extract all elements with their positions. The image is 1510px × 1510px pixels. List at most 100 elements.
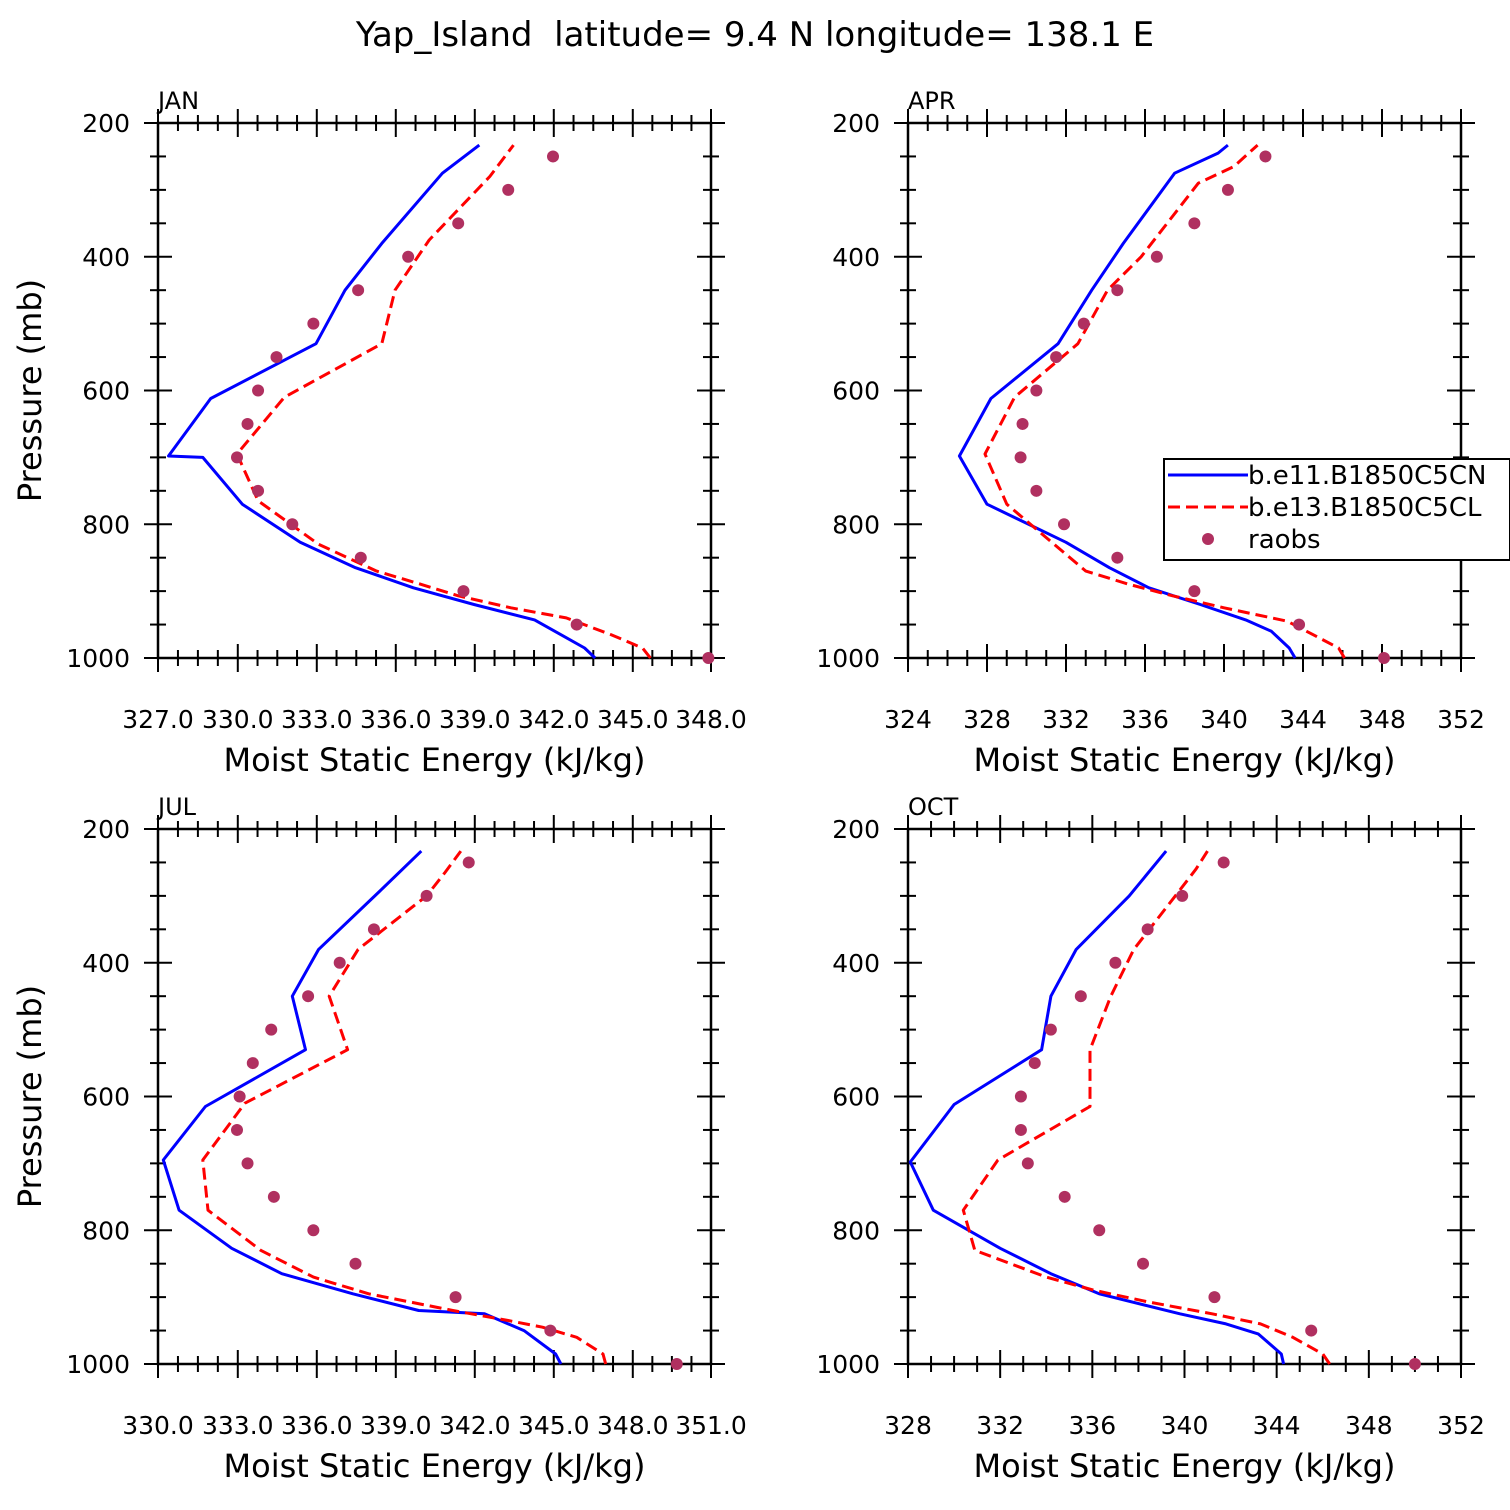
panel-title: APR — [908, 87, 956, 115]
x-tick-label: 345.0 — [518, 1411, 590, 1440]
x-tick-label: 336 — [1068, 1411, 1116, 1440]
raobs-point — [1305, 1324, 1318, 1337]
legend-raobs-marker — [1202, 533, 1214, 545]
raobs-point — [457, 585, 470, 598]
panel-oct: OCT 200 400 600 800 1000 328 332 336 340 344 348 352… — [816, 793, 1484, 1485]
raobs-point — [367, 923, 380, 936]
y-tick-label: 1000 — [66, 644, 130, 673]
raobs-point — [670, 1358, 683, 1370]
legend-box — [1163, 458, 1510, 561]
raobs-point — [1044, 1023, 1057, 1036]
x-tick-label: 332 — [976, 1411, 1024, 1440]
raobs-point — [286, 518, 299, 531]
x-tick-label: 328 — [884, 1411, 932, 1440]
y-tick-label: 800 — [82, 510, 130, 539]
raobs-point — [502, 183, 515, 196]
raobs-point — [241, 1157, 254, 1170]
raobs-point — [1221, 183, 1234, 196]
raobs-point — [1077, 317, 1090, 330]
x-tick-label: 330.0 — [202, 705, 274, 734]
panel-title: JAN — [156, 87, 199, 115]
raobs-point — [1050, 351, 1063, 364]
series-raobs — [231, 856, 683, 1370]
y-tick-label: 400 — [82, 243, 130, 272]
raobs-point — [307, 317, 320, 330]
raobs-point — [402, 250, 415, 263]
series-line-b-e11 — [908, 850, 1286, 1365]
raobs-point — [333, 956, 346, 969]
raobs-point — [307, 1224, 320, 1237]
x-tick-label: 336.0 — [360, 705, 432, 734]
x-tick-label: 345.0 — [597, 705, 669, 734]
y-tick-label: 400 — [832, 243, 880, 272]
y-tick-label: 200 — [832, 815, 880, 844]
panel-apr: APR 200 400 600 800 1000 324 328 332 336 340 344 348… — [816, 87, 1484, 779]
x-axis-label: Moist Static Energy (kJ/kg) — [224, 1447, 646, 1485]
raobs-point — [349, 1257, 362, 1270]
panel-title: JUL — [156, 793, 197, 821]
raobs-point — [1259, 150, 1272, 163]
raobs-point — [1188, 585, 1201, 598]
raobs-point — [1028, 1057, 1041, 1070]
raobs-point — [241, 417, 254, 430]
raobs-point — [1137, 1257, 1150, 1270]
x-tick-label: 348 — [1345, 1411, 1393, 1440]
y-tick-label: 600 — [82, 1083, 130, 1112]
raobs-point — [1293, 618, 1306, 631]
y-tick-label: 1000 — [816, 644, 880, 673]
x-tick-label: 324 — [884, 705, 932, 734]
panel-title: OCT — [908, 793, 959, 821]
raobs-point — [702, 652, 715, 664]
raobs-point — [449, 1291, 462, 1304]
x-tick-label: 342.0 — [518, 705, 590, 734]
x-tick-label: 342.0 — [439, 1411, 511, 1440]
y-tick-label: 600 — [832, 1083, 880, 1112]
x-tick-label: 348.0 — [597, 1411, 669, 1440]
x-tick-label: 336 — [1121, 705, 1169, 734]
series-line-b-e13 — [201, 850, 608, 1365]
y-tick-label: 1000 — [66, 1350, 130, 1379]
x-tick-label: 340 — [1161, 1411, 1209, 1440]
raobs-point — [544, 1324, 557, 1337]
raobs-point — [462, 856, 475, 869]
legend-label: b.e13.B1850C5CL — [1248, 493, 1482, 523]
y-tick-label: 800 — [832, 510, 880, 539]
x-tick-label: 333.0 — [281, 705, 353, 734]
raobs-point — [1058, 518, 1071, 531]
raobs-point — [1111, 551, 1124, 564]
raobs-point — [1208, 1291, 1221, 1304]
series-line-b-e13 — [983, 143, 1346, 659]
x-tick-label: 330.0 — [122, 1411, 194, 1440]
x-axis-label: Moist Static Energy (kJ/kg) — [974, 1447, 1396, 1485]
raobs-point — [231, 451, 243, 464]
raobs-point — [1176, 889, 1189, 902]
y-tick-label: 200 — [82, 815, 130, 844]
y-tick-label: 600 — [832, 377, 880, 406]
series-line-b-e11 — [167, 143, 597, 660]
raobs-point — [1030, 484, 1043, 497]
y-axis-label: Pressure (mb) — [11, 985, 49, 1208]
raobs-point — [270, 351, 283, 364]
y-tick-label: 400 — [82, 949, 130, 978]
x-tick-label: 348.0 — [675, 705, 747, 734]
raobs-point — [1058, 1190, 1071, 1203]
raobs-point — [570, 618, 583, 631]
raobs-point — [420, 889, 433, 902]
figure-title: Yap_Island latitude= 9.4 N longitude= 13… — [355, 15, 1154, 55]
y-tick-label: 800 — [832, 1216, 880, 1245]
series-line-b-e11 — [957, 143, 1297, 659]
raobs-point — [231, 1123, 243, 1136]
raobs-point — [352, 284, 365, 297]
raobs-point — [1141, 923, 1154, 936]
raobs-point — [1074, 990, 1087, 1003]
series-raobs — [1014, 856, 1421, 1370]
x-tick-label: 328 — [963, 705, 1011, 734]
x-tick-label: 339.0 — [439, 705, 511, 734]
plot-frame — [906, 827, 1463, 1366]
series-line-b-e13 — [961, 850, 1331, 1365]
raobs-point — [1093, 1224, 1106, 1237]
